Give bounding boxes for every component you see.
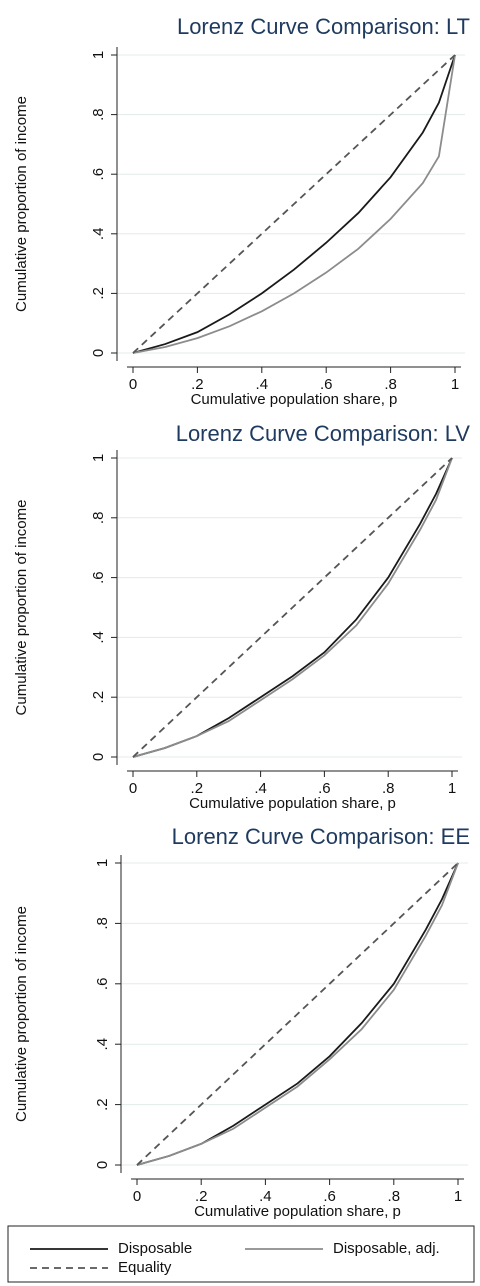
y-tick-label: .2 [90, 691, 107, 704]
legend-box [7, 1225, 475, 1283]
y-tick-label: 1 [94, 859, 111, 867]
lorenz-line [132, 54, 456, 354]
y-tick-label: 0 [90, 349, 107, 357]
x-tick-label: .2 [191, 780, 204, 797]
x-tick-label: .6 [318, 780, 331, 797]
legend-label: Equality [118, 1259, 172, 1276]
y-tick-label: .4 [90, 631, 107, 644]
x-tick-label: 0 [129, 376, 137, 393]
chart-title: Lorenz Curve Comparison: LT [177, 14, 470, 39]
y-tick-label: 0 [90, 753, 107, 761]
x-tick-label: 1 [448, 780, 456, 797]
x-tick-label: .2 [191, 376, 204, 393]
y-tick-label: 1 [90, 51, 107, 59]
x-tick-label: .2 [195, 1188, 208, 1205]
lorenz-line [132, 457, 453, 758]
y-tick-label: .2 [94, 1098, 111, 1111]
x-tick-label: 1 [451, 376, 459, 393]
x-tick-label: 0 [129, 780, 137, 797]
y-tick-label: .8 [94, 917, 111, 930]
y-tick-label: .8 [90, 512, 107, 525]
y-axis-title: Cumulative proportion of income [13, 500, 30, 716]
x-axis-title: Cumulative population share, p [191, 391, 398, 408]
lorenz-line [136, 862, 459, 1166]
chart-title: Lorenz Curve Comparison: LV [176, 421, 471, 446]
y-tick-label: .2 [90, 287, 107, 300]
legend-label: Disposable, adj. [333, 1240, 440, 1257]
x-tick-label: .8 [382, 780, 395, 797]
y-tick-label: .4 [90, 228, 107, 241]
x-tick-label: .8 [384, 376, 397, 393]
lorenz-line [132, 54, 456, 354]
lorenz-line [136, 862, 459, 1166]
x-tick-label: 0 [133, 1188, 141, 1205]
x-axis-title: Cumulative population share, p [189, 795, 396, 812]
x-tick-label: .4 [256, 376, 269, 393]
x-axis-title: Cumulative population share, p [194, 1203, 401, 1220]
y-tick-label: .8 [90, 108, 107, 121]
x-tick-label: .6 [323, 1188, 336, 1205]
y-axis-title: Cumulative proportion of income [13, 906, 30, 1122]
lorenz-line [132, 54, 456, 354]
x-tick-label: 1 [454, 1188, 462, 1205]
y-tick-label: .6 [94, 978, 111, 991]
x-tick-label: .4 [259, 1188, 272, 1205]
y-tick-label: .6 [90, 571, 107, 584]
y-tick-label: .4 [94, 1038, 111, 1051]
lorenz-line [132, 457, 453, 758]
y-axis-title: Cumulative proportion of income [13, 96, 30, 312]
x-tick-label: .4 [254, 780, 267, 797]
legend-label: Disposable [118, 1240, 192, 1257]
y-tick-label: .6 [90, 168, 107, 181]
chart-title: Lorenz Curve Comparison: EE [172, 824, 470, 849]
x-tick-label: .8 [388, 1188, 401, 1205]
y-tick-label: 0 [94, 1161, 111, 1169]
x-tick-label: .6 [320, 376, 333, 393]
y-tick-label: 1 [90, 454, 107, 462]
